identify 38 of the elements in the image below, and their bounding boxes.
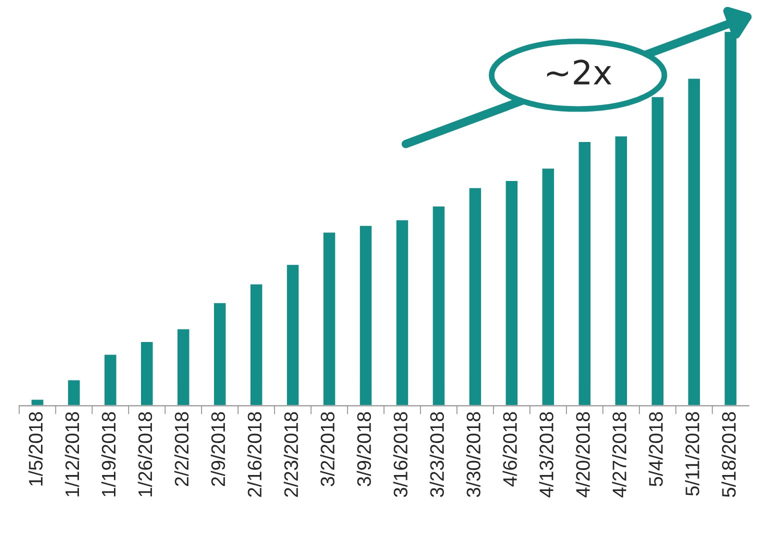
x-tick-label: 2/9/2018 <box>210 412 226 486</box>
bar <box>358 224 374 406</box>
x-tick-label: 5/4/2018 <box>648 412 663 486</box>
bar <box>286 263 300 406</box>
x-tick-label: 1/12/2018 <box>64 412 80 496</box>
bar <box>431 205 446 406</box>
x-tick-label: 1/5/2018 <box>28 412 43 486</box>
x-tick-label: 3/2/2018 <box>320 412 334 486</box>
annotation: ~2x <box>547 60 612 84</box>
bar <box>540 167 556 406</box>
x-tick-label: 2/2/2018 <box>174 412 189 486</box>
bar <box>686 77 702 406</box>
bar <box>212 302 228 406</box>
x-tick-label: 5/11/2018 <box>685 412 700 496</box>
bar <box>468 186 482 406</box>
x-tick-label: 2/16/2018 <box>247 412 262 497</box>
bar <box>140 340 154 406</box>
x-tick-label: 4/27/2018 <box>612 412 626 498</box>
x-tick-label: 3/23/2018 <box>430 412 444 498</box>
bar <box>322 231 337 406</box>
bar <box>103 353 118 406</box>
bar <box>614 135 628 406</box>
x-tick-label: 4/13/2018 <box>539 412 554 498</box>
x-tick-label: 1/26/2018 <box>138 412 152 496</box>
bar <box>394 218 410 406</box>
x-tick-label: 4/20/2018 <box>576 412 590 498</box>
x-tick-label: 3/30/2018 <box>466 412 480 498</box>
bar <box>249 282 264 406</box>
bar <box>577 140 592 406</box>
bar <box>504 180 519 406</box>
x-tick-label: 3/16/2018 <box>393 412 408 498</box>
x-tick-label: 5/18/2018 <box>721 412 736 498</box>
x-tick-label: 2/23/2018 <box>284 412 298 497</box>
x-tick-label: 1/19/2018 <box>101 412 116 496</box>
bar <box>66 378 82 406</box>
x-tick-label: 3/9/2018 <box>356 412 371 486</box>
x-tick-label: 4/6/2018 <box>502 412 517 487</box>
bar <box>176 328 191 406</box>
